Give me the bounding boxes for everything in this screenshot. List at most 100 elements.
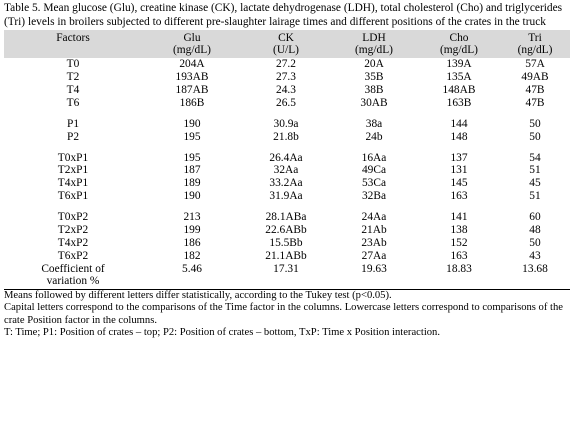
table-cell: 182 — [183, 249, 201, 262]
table-row: T6 186B 26.5 30AB 163B 47B — [4, 97, 570, 110]
table-row: P2 195 21.8b 24b 148 50 — [4, 131, 570, 144]
group-spacer — [4, 144, 570, 152]
table-cell: 145 — [450, 177, 468, 190]
table-cell: 163B — [446, 96, 472, 109]
table-cell: 30AB — [360, 96, 388, 109]
table-cell: 190 — [183, 117, 201, 130]
table-cell: 213 — [183, 211, 201, 224]
footnote-letters: Capital letters correspond to the compar… — [4, 302, 563, 326]
table-cell: 24.3 — [276, 83, 296, 96]
table-cell: 24b — [365, 130, 383, 143]
coefficient-of-variation-row: Coefficient of variation % 5.46 17.31 19.63 1… — [4, 263, 570, 288]
table-cell: 32Aa — [273, 164, 299, 177]
table-cell: 54 — [529, 151, 541, 164]
table-cell: 148 — [450, 130, 468, 143]
table-cell: 141 — [450, 211, 468, 224]
row-factor-label: T0xP2 — [57, 211, 89, 224]
table-cell: 152 — [450, 236, 468, 249]
table-cell: 186B — [179, 96, 205, 109]
row-factor-label: T2 — [66, 71, 80, 84]
cv-value: 18.83 — [446, 262, 472, 275]
cv-value: 19.63 — [361, 262, 387, 275]
table-cell: 21Ab — [361, 223, 387, 236]
header-ck: CK (U/L) — [273, 32, 299, 57]
table-cell: 33.2Aa — [269, 177, 303, 190]
row-factor-label: T0 — [66, 58, 80, 71]
table-cell: 187AB — [175, 83, 209, 96]
header-factors: Factors — [56, 32, 90, 45]
table-cell: 45 — [529, 177, 541, 190]
table-cell: 30.9a — [273, 117, 299, 130]
table-cell: 195 — [183, 151, 201, 164]
footnote-tukey: Means followed by different letters diff… — [4, 289, 392, 301]
results-table: Factors Glu (mg/dL) CK (U/L) LDH (mg/dL)… — [4, 30, 570, 287]
table-cell: 38B — [364, 83, 384, 96]
table-cell: 144 — [450, 117, 468, 130]
header-glu: Glu (mg/dL) — [173, 32, 211, 57]
table-cell: 163 — [450, 190, 468, 203]
table-cell: 50 — [529, 236, 541, 249]
cv-value: 5.46 — [182, 262, 202, 275]
table-cell: 48 — [529, 223, 541, 236]
table-cell: 50 — [529, 117, 541, 130]
table-row: T2xP1 187 32Aa 49Ca 131 51 — [4, 164, 570, 177]
cv-label: Coefficient of variation % — [41, 262, 105, 288]
row-factor-label: T4xP1 — [57, 177, 89, 190]
table-row: T2 193AB 27.3 35B 135A 49AB — [4, 71, 570, 84]
table-cell: 27Aa — [361, 249, 387, 262]
table-cell: 27.2 — [276, 58, 296, 71]
table-cell: 28.1ABa — [265, 211, 307, 224]
table-cell: 50 — [529, 130, 541, 143]
table-cell: 193AB — [175, 71, 209, 84]
table-cell: 163 — [450, 249, 468, 262]
table-cell: 22.6ABb — [265, 223, 307, 236]
table-caption: Table 5. Mean glucose (Glu), creatine ki… — [4, 2, 563, 28]
table-cell: 195 — [183, 130, 201, 143]
table-row: T0xP2 213 28.1ABa 24Aa 141 60 — [4, 211, 570, 224]
row-factor-label: T4 — [66, 83, 80, 96]
row-factor-label: T6 — [66, 96, 80, 109]
cv-value: 13.68 — [522, 262, 548, 275]
table-body: T0 204A 27.2 20A 139A 57A T2 193AB 27.3 35B 135A 49… — [4, 58, 570, 287]
table-cell: 21.8b — [273, 130, 299, 143]
row-factor-label: P1 — [66, 117, 80, 130]
row-factor-label: T6xP1 — [57, 190, 89, 203]
table-row: T4xP2 186 15.5Bb 23Ab 152 50 — [4, 237, 570, 250]
table-cell: 190 — [183, 190, 201, 203]
table-cell: 138 — [450, 223, 468, 236]
header-cho: Cho (mg/dL) — [440, 32, 478, 57]
table-cell: 20A — [364, 58, 384, 71]
group-spacer — [4, 110, 570, 118]
table-cell: 51 — [529, 190, 541, 203]
table-row: T6xP2 182 21.1ABb 27Aa 163 43 — [4, 250, 570, 263]
table-cell: 199 — [183, 223, 201, 236]
table-row: P1 190 30.9a 38a 144 50 — [4, 118, 570, 131]
header-ldh: LDH (mg/dL) — [355, 32, 393, 57]
table-row: T2xP2 199 22.6ABb 21Ab 138 48 — [4, 224, 570, 237]
header-tri: Tri (ng/dL) — [517, 32, 553, 57]
row-factor-label: T0xP1 — [57, 151, 89, 164]
table-cell: 49AB — [521, 71, 549, 84]
table-row: T0xP1 195 26.4Aa 16Aa 137 54 — [4, 152, 570, 165]
table-cell: 31.9Aa — [269, 190, 303, 203]
table-cell: 189 — [183, 177, 201, 190]
table-header-row: Factors Glu (mg/dL) CK (U/L) LDH (mg/dL)… — [4, 30, 570, 59]
table-row: T0 204A 27.2 20A 139A 57A — [4, 58, 570, 71]
table-cell: 16Aa — [361, 151, 387, 164]
table-row: T6xP1 190 31.9Aa 32Ba 163 51 — [4, 190, 570, 203]
table-cell: 131 — [450, 164, 468, 177]
row-factor-label: T2xP2 — [57, 223, 89, 236]
table-cell: 53Ca — [361, 177, 387, 190]
group-spacer — [4, 203, 570, 211]
table-cell: 139A — [446, 58, 472, 71]
table-cell: 26.5 — [276, 96, 296, 109]
row-factor-label: T6xP2 — [57, 249, 89, 262]
row-factor-label: P2 — [66, 130, 80, 143]
table-row: T4 187AB 24.3 38B 148AB 47B — [4, 84, 570, 97]
table-cell: 186 — [183, 236, 201, 249]
table-cell: 204A — [179, 58, 205, 71]
footnote-abbreviations: T: Time; P1: Position of crates – top; P… — [4, 327, 440, 339]
table-cell: 35B — [364, 71, 384, 84]
table-cell: 57A — [525, 58, 545, 71]
